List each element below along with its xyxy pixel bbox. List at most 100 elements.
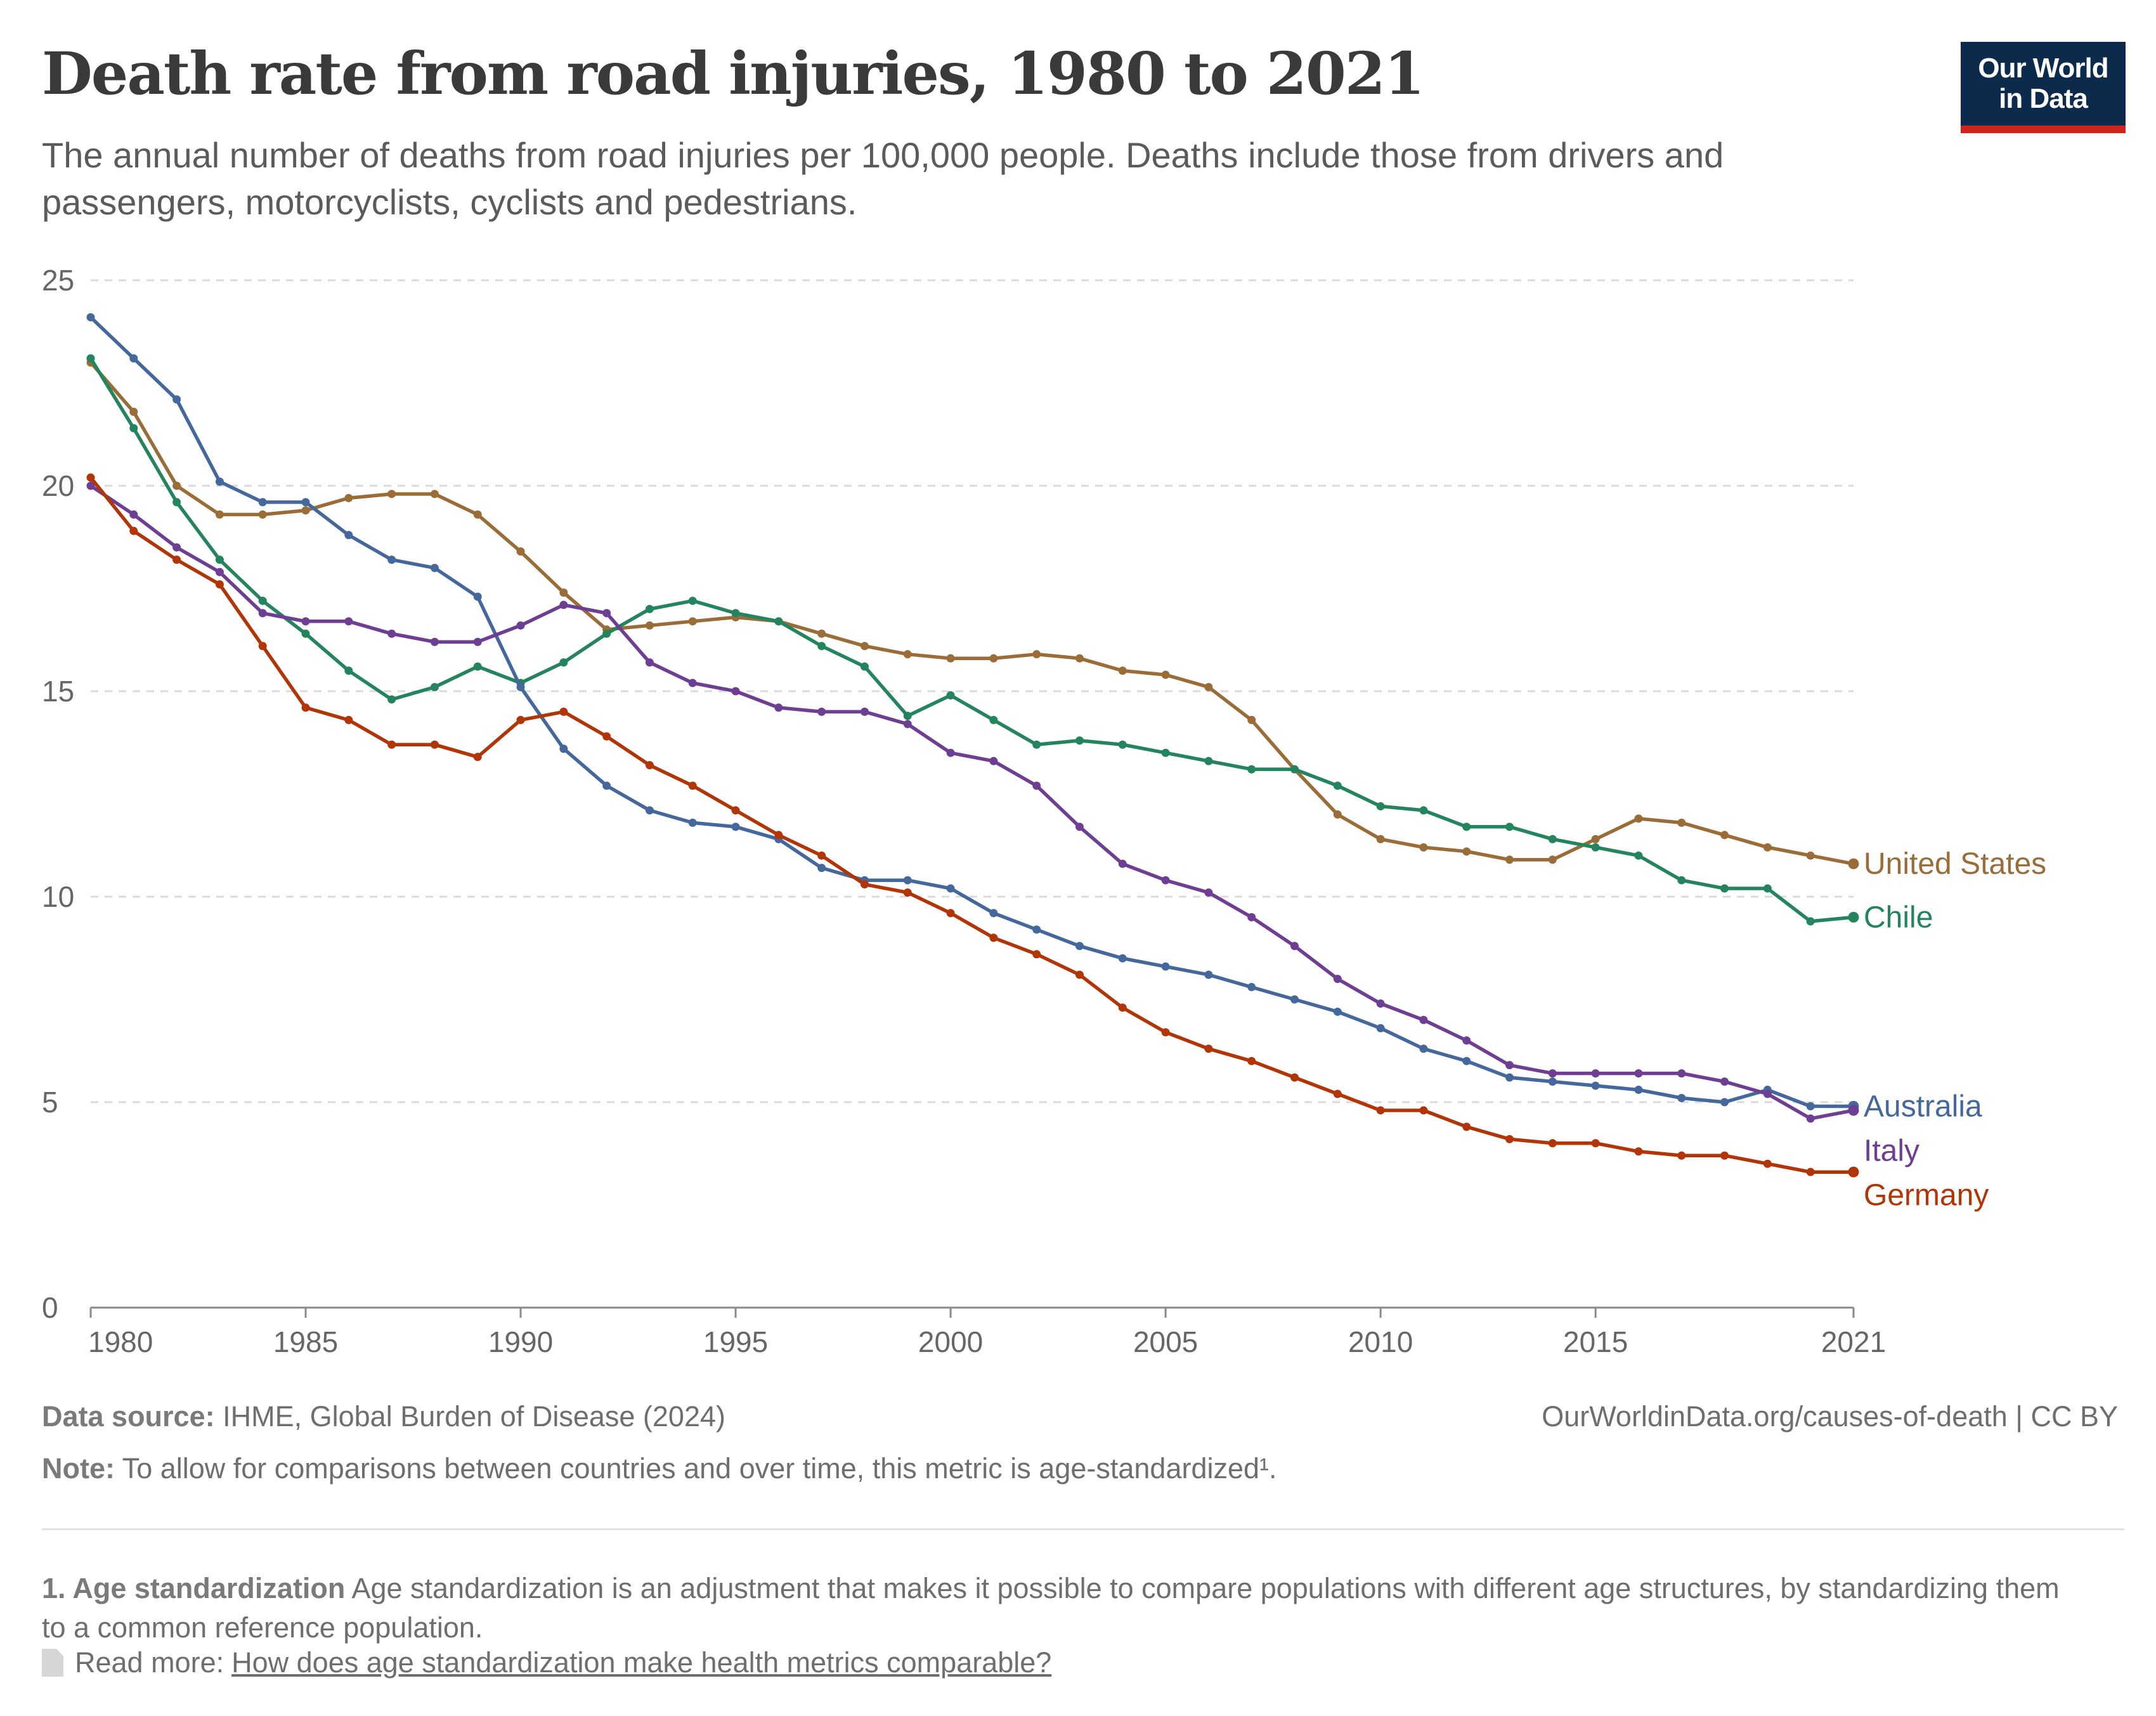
series-label-chile: Chile	[1864, 900, 1933, 934]
point-australia-2008	[1290, 995, 1299, 1004]
point-united-states-2015	[1591, 835, 1600, 843]
point-chile-2000	[946, 691, 955, 699]
read-more: Read more: How does age standardization …	[42, 1646, 1051, 1679]
point-united-states-2020	[1806, 851, 1815, 860]
point-united-states-1982	[172, 481, 181, 490]
point-united-states-1988	[430, 490, 439, 498]
point-united-states-1985	[301, 506, 310, 515]
point-chile-2004	[1118, 740, 1127, 749]
chart-note: Note: To allow for comparisons between c…	[42, 1452, 1277, 1485]
point-germany-2017	[1677, 1151, 1686, 1160]
point-germany-2021	[1848, 1166, 1859, 1178]
x-tick-label-2005: 2005	[1133, 1325, 1198, 1358]
point-italy-2002	[1032, 781, 1041, 790]
series-label-germany: Germany	[1864, 1178, 1989, 1212]
point-italy-2005	[1161, 876, 1170, 885]
point-germany-2004	[1118, 1003, 1127, 1012]
series-line-italy	[89, 484, 1855, 1121]
point-australia-1993	[645, 806, 654, 815]
series-lines	[86, 313, 1859, 1178]
point-chile-1992	[602, 629, 611, 638]
point-chile-1988	[430, 683, 439, 692]
point-germany-1984	[258, 642, 267, 651]
point-chile-1985	[301, 629, 310, 638]
point-italy-2011	[1419, 1015, 1428, 1024]
point-australia-1992	[602, 781, 611, 790]
point-italy-2004	[1118, 859, 1127, 868]
point-germany-2000	[946, 909, 955, 918]
point-germany-2012	[1462, 1122, 1471, 1131]
footnote: 1. Age standardization Age standardizati…	[42, 1569, 2071, 1648]
point-australia-2006	[1204, 970, 1213, 979]
point-united-states-1984	[258, 510, 267, 519]
note-text: To allow for comparisons between countri…	[122, 1452, 1277, 1485]
point-germany-2007	[1247, 1056, 1256, 1065]
point-italy-2013	[1505, 1061, 1514, 1070]
x-tick-label-2015: 2015	[1563, 1325, 1628, 1358]
point-italy-1987	[387, 629, 396, 638]
read-more-link[interactable]: How does age standardization make health…	[231, 1646, 1052, 1679]
chart-subtitle: The annual number of deaths from road in…	[42, 135, 1724, 222]
source-url[interactable]: OurWorldinData.org/causes-of-death | CC …	[1542, 1400, 2118, 1433]
point-germany-2005	[1161, 1028, 1170, 1037]
point-united-states-2018	[1720, 831, 1729, 840]
point-united-states-1993	[645, 621, 654, 630]
point-germany-1987	[387, 740, 396, 749]
point-australia-2011	[1419, 1044, 1428, 1053]
point-germany-1998	[860, 880, 869, 889]
point-italy-2016	[1634, 1069, 1643, 1078]
point-chile-1984	[258, 596, 267, 605]
point-italy-1998	[860, 707, 869, 716]
point-italy-2014	[1548, 1069, 1557, 1078]
point-chile-1998	[860, 662, 869, 671]
point-australia-2020	[1806, 1102, 1815, 1110]
point-united-states-2004	[1118, 666, 1127, 675]
point-italy-1986	[344, 617, 353, 626]
point-australia-1988	[430, 564, 439, 573]
data-source-label: Data source:	[42, 1400, 215, 1433]
point-italy-2021	[1848, 1105, 1859, 1116]
point-germany-1996	[774, 831, 783, 840]
point-chile-2002	[1032, 740, 1041, 749]
point-italy-1982	[172, 543, 181, 552]
footnote-label: 1. Age standardization	[42, 1572, 346, 1604]
point-united-states-1987	[387, 490, 396, 498]
point-chile-1983	[215, 556, 224, 564]
point-italy-2019	[1763, 1089, 1772, 1098]
point-australia-2009	[1333, 1007, 1342, 1016]
point-chile-1994	[688, 596, 697, 605]
point-united-states-1990	[516, 547, 525, 556]
point-germany-1990	[516, 715, 525, 724]
point-chile-1982	[172, 498, 181, 507]
logo-line-2: in Data	[1999, 83, 2088, 114]
point-italy-2001	[989, 757, 998, 765]
point-germany-1995	[731, 806, 740, 815]
point-chile-1986	[344, 666, 353, 675]
point-australia-1989	[473, 592, 482, 601]
owid-logo[interactable]: Our World in Data	[1961, 42, 2126, 133]
point-germany-2003	[1075, 970, 1084, 979]
point-australia-1997	[817, 864, 826, 873]
point-australia-2010	[1376, 1024, 1385, 1032]
y-tick-label-20: 20	[42, 469, 74, 502]
point-chile-1991	[559, 658, 568, 667]
point-united-states-1998	[860, 642, 869, 651]
point-australia-1994	[688, 818, 697, 827]
point-australia-1982	[172, 395, 181, 404]
point-italy-1997	[817, 707, 826, 716]
point-italy-1990	[516, 621, 525, 630]
point-united-states-1981	[129, 407, 138, 416]
point-united-states-2006	[1204, 683, 1213, 692]
point-chile-2008	[1290, 765, 1299, 774]
point-chile-1996	[774, 617, 783, 626]
point-australia-1990	[516, 683, 525, 692]
point-chile-2021	[1848, 911, 1859, 923]
series-label-australia: Australia	[1864, 1089, 1982, 1123]
point-australia-2014	[1548, 1077, 1557, 1086]
point-australia-1981	[129, 354, 138, 363]
point-australia-1986	[344, 531, 353, 540]
point-italy-1985	[301, 617, 310, 626]
note-label: Note:	[42, 1452, 115, 1485]
point-germany-1999	[903, 888, 912, 897]
point-germany-2008	[1290, 1073, 1299, 1082]
